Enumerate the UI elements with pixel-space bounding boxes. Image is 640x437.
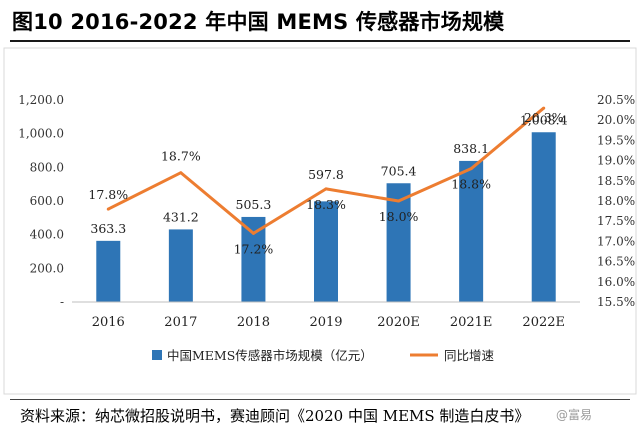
- bar-value-label: 1,008.4: [520, 112, 568, 127]
- source-note: 资料来源：纳芯微招股说明书，赛迪顾问《2020 中国 MEMS 制造白皮书》: [20, 407, 530, 425]
- right-axis-tick-label: 16.5%: [597, 255, 635, 269]
- bar: [386, 183, 411, 302]
- left-axis-tick-label: 1,200.0: [18, 93, 64, 107]
- plot-frame: [3, 47, 637, 395]
- growth-value-label: 18.8%: [451, 177, 491, 192]
- source-divider: [10, 399, 630, 400]
- growth-point: [106, 207, 110, 211]
- growth-point: [251, 231, 255, 235]
- x-axis: 2016 2017 2018 2019 2020E 2021E 2022E: [72, 301, 580, 330]
- growth-point: [469, 167, 473, 171]
- watermark: @富易: [556, 408, 593, 422]
- right-axis-tick-label: 16.0%: [597, 275, 635, 289]
- bar-value-label: 705.4: [381, 163, 417, 178]
- right-axis-tick-label: 18.0%: [597, 194, 635, 208]
- x-tick-label: 2017: [164, 315, 197, 330]
- growth-value-label: 20.3%: [524, 110, 564, 125]
- growth-value-label: 18.0%: [379, 209, 419, 224]
- left-axis-tick-label: 400.0: [30, 228, 64, 242]
- growth-value-label: 18.3%: [306, 197, 346, 212]
- x-tick-label: 2020E: [377, 315, 420, 330]
- bar-value-label: 597.8: [308, 167, 344, 182]
- x-tick-label: 2021E: [450, 315, 493, 330]
- right-axis-tick-label: 18.5%: [597, 174, 635, 188]
- legend-bar-label: 中国MEMS传感器市场规模（亿元）: [167, 348, 373, 363]
- growth-point: [324, 187, 328, 191]
- right-axis-tick-label: 19.0%: [597, 154, 635, 168]
- bar-value-label: 431.2: [163, 209, 199, 224]
- bar: [96, 240, 121, 302]
- growth-point: [542, 106, 546, 110]
- left-axis-tick-label: 600.0: [30, 194, 64, 208]
- right-axis-tick-label: 20.0%: [597, 113, 635, 127]
- title-divider: [10, 40, 630, 42]
- left-axis-tick-label: -: [60, 295, 64, 309]
- right-axis-tick-label: 20.5%: [597, 93, 635, 107]
- bar-value-label: 363.3: [90, 221, 126, 236]
- right-axis: 15.5% 16.0% 16.5% 17.0% 17.5% 18.0% 18.5% 19.0%…: [597, 93, 635, 309]
- bar: [168, 229, 193, 302]
- right-axis-tick-label: 19.5%: [597, 133, 635, 147]
- bar-series: [96, 132, 556, 302]
- bar: [314, 201, 338, 302]
- x-tick-label: 2022E: [522, 315, 565, 330]
- market-size-chart: - 200.0 400.0 600.0 800.0 1,000.0 1,200.0 15.5…: [3, 47, 637, 395]
- bar-value-label: 838.1: [453, 141, 489, 156]
- x-tick-label: 2019: [309, 315, 342, 330]
- left-axis-tick-label: 200.0: [30, 261, 64, 275]
- line-series: [106, 106, 546, 235]
- right-axis-tick-label: 17.0%: [597, 234, 635, 248]
- bar: [241, 216, 266, 302]
- right-axis-tick-label: 17.5%: [597, 214, 635, 228]
- growth-value-label: 17.8%: [88, 187, 128, 202]
- growth-point: [397, 199, 401, 203]
- right-axis-tick-label: 15.5%: [597, 295, 635, 309]
- growth-value-label: 18.7%: [161, 149, 201, 164]
- chart-title: 图10 2016-2022 年中国 MEMS 传感器市场规模: [12, 10, 505, 34]
- left-axis-tick-label: 1,000.0: [18, 127, 64, 141]
- legend: 中国MEMS传感器市场规模（亿元） 同比增速: [152, 348, 495, 363]
- bar-value-label: 505.3: [236, 197, 272, 212]
- left-axis-tick-label: 800.0: [30, 160, 64, 174]
- left-axis: - 200.0 400.0 600.0 800.0 1,000.0 1,200.0: [18, 93, 64, 309]
- bar: [531, 132, 556, 302]
- data-labels: 363.3 431.2 505.3 597.8 705.4 838.1 1,008.4 17.…: [88, 110, 567, 256]
- growth-point: [179, 171, 183, 175]
- bar: [459, 160, 484, 302]
- legend-bar-swatch: [152, 350, 162, 360]
- growth-value-label: 17.2%: [234, 241, 274, 256]
- x-tick-label: 2018: [237, 315, 270, 330]
- x-tick-label: 2016: [92, 315, 125, 330]
- legend-line-label: 同比增速: [444, 348, 495, 363]
